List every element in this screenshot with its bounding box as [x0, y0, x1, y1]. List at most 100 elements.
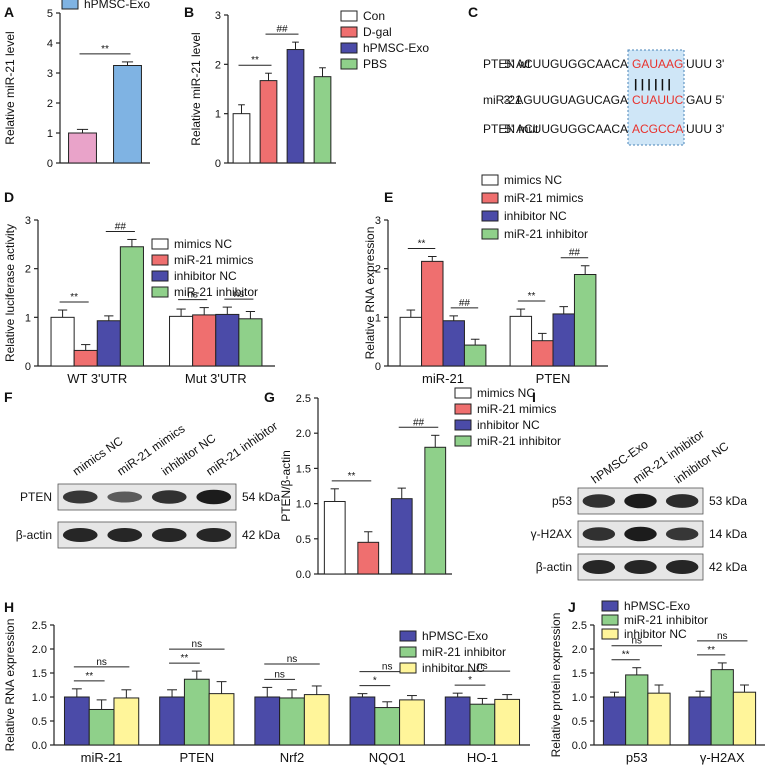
significance-label: ns [96, 657, 107, 668]
bar [647, 692, 671, 746]
legend-swatch [481, 192, 499, 204]
y-tick-label: 1 [375, 312, 381, 324]
sequence-left: 3' AGUUGUAGUCAGA [504, 93, 628, 107]
bar [531, 340, 554, 367]
chart-g: 0.0 0.5 1.0 1.5 2.0 2.5 PTEN/β-actin ** ## mimics… [279, 386, 561, 581]
legend-swatch [151, 238, 169, 250]
legend-swatch [481, 210, 499, 222]
lane-label: miR-21 inhibitor [203, 419, 280, 479]
bar [442, 320, 465, 367]
bar [279, 697, 305, 746]
y-tick-label: 0.0 [32, 740, 47, 752]
blot-row-label: γ-H2AX [531, 527, 572, 541]
bar [710, 669, 734, 746]
significance-label: ns [274, 669, 285, 680]
significance-label: ** [70, 292, 78, 303]
panel-label-g: G [264, 389, 275, 405]
bar [509, 315, 533, 367]
legend-label: mimics NC [504, 173, 562, 187]
bar [73, 349, 98, 367]
y-tick-label: 4 [47, 38, 53, 50]
bar [444, 696, 471, 746]
significance-label: ns [382, 662, 393, 673]
y-tick-label: 1.5 [572, 668, 587, 680]
y-tick-label: 3 [25, 215, 31, 227]
significance-label: ns [192, 639, 203, 650]
y-tick-label: 0.5 [572, 716, 587, 728]
panel-label-c: C [468, 4, 478, 20]
legend-swatch [340, 10, 358, 22]
legend-swatch [151, 270, 169, 282]
bar [688, 696, 712, 746]
y-tick-label: 2.5 [572, 620, 587, 632]
bar [254, 696, 281, 746]
legend-label: inhibitor NC [174, 269, 237, 283]
sequence-label: miR-21 [483, 93, 522, 107]
blot-band [624, 493, 657, 509]
bar [313, 76, 332, 164]
y-tick-label: 1.0 [572, 692, 587, 704]
significance-label: ** [528, 291, 536, 302]
legend-swatch [151, 286, 169, 298]
significance-label: ** [707, 645, 715, 656]
bar [390, 498, 413, 575]
x-tick-label: γ-H2AX [700, 750, 745, 765]
x-tick-label: WT 3'UTR [67, 371, 127, 386]
bar [421, 260, 444, 367]
kda-label: 14 kDa [709, 527, 747, 541]
blot-band [665, 560, 699, 574]
bar [238, 318, 263, 367]
bar [286, 49, 305, 164]
significance-label: ## [569, 248, 581, 259]
blot-band [196, 528, 232, 542]
kda-label: 54 kDa [242, 490, 280, 504]
y-tick-label: 0.0 [296, 569, 311, 581]
blot-band [582, 560, 616, 574]
bar [113, 65, 142, 164]
y-tick-label: 1 [215, 109, 221, 121]
bar [399, 316, 423, 367]
blot-row-label: β-actin [16, 528, 52, 542]
significance-label: ** [348, 471, 356, 482]
bar [573, 274, 597, 367]
bar [50, 316, 75, 367]
legend-swatch [151, 254, 169, 266]
significance-label: ** [622, 650, 630, 661]
significance-label: ns [287, 654, 298, 665]
bar [183, 678, 210, 746]
significance-label: ## [115, 221, 127, 232]
panel-label-e: E [384, 189, 393, 205]
sequence-seed: ACGCCA [632, 122, 683, 136]
bar [469, 703, 496, 746]
y-tick-label: 2 [25, 264, 31, 276]
y-tick-label: 2.0 [32, 644, 47, 656]
y-tick-label: 0 [215, 158, 221, 170]
kda-label: 53 kDa [709, 494, 747, 508]
sequence-alignment: PTEN wt5' ACUUGUGGCAACA GAUAAG UUU 3'miR-2… [483, 49, 724, 146]
y-tick-label: 1 [25, 312, 31, 324]
significance-label: ns [234, 289, 245, 300]
y-tick-label: 1.5 [32, 668, 47, 680]
legend-swatch [454, 387, 472, 399]
y-axis-label: Relative luciferase activity [3, 224, 17, 362]
seed-region-box [627, 49, 685, 146]
bar [63, 696, 90, 746]
blot-band [107, 491, 143, 503]
y-tick-label: 0 [25, 361, 31, 373]
y-tick-label: 2.5 [296, 393, 311, 405]
significance-label: * [468, 675, 472, 686]
legend-swatch [399, 646, 417, 658]
bar [552, 313, 575, 367]
chart-d: 0 1 2 3 Relative luciferase activity WT 3'UTR… [3, 215, 275, 386]
significance-label: ns [717, 631, 728, 642]
blot-band [107, 528, 143, 542]
y-tick-label: 0.5 [296, 534, 311, 546]
bar [96, 320, 121, 367]
y-tick-label: 3 [375, 215, 381, 227]
y-tick-label: 2.5 [32, 620, 47, 632]
sequence-right: GAU 5' [686, 93, 724, 107]
blot-row-label: β-actin [536, 560, 572, 574]
panel-label-h: H [4, 599, 14, 615]
bar [208, 693, 235, 746]
